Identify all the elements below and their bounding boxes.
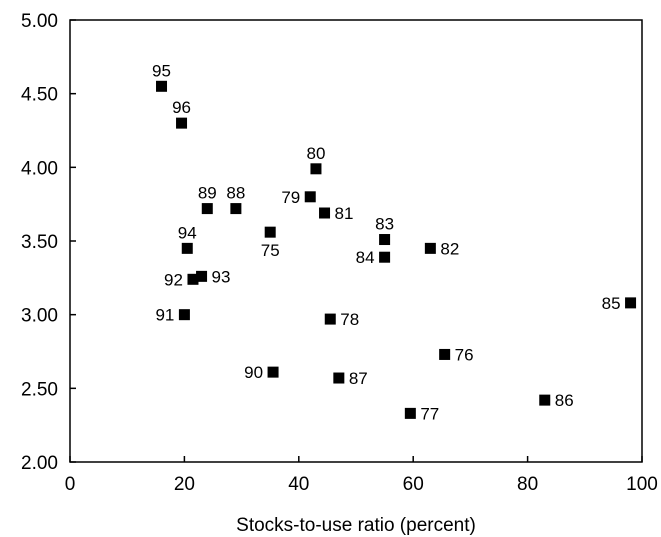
x-tick-label: 80 <box>517 474 538 495</box>
data-point-label-93: 93 <box>212 267 231 286</box>
data-point-89 <box>201 203 213 215</box>
data-point-label-91: 91 <box>155 306 174 325</box>
data-point-78 <box>324 313 336 325</box>
data-point-80 <box>310 163 322 175</box>
data-point-label-75: 75 <box>261 241 280 260</box>
data-point-label-78: 78 <box>340 310 359 329</box>
data-point-label-92: 92 <box>164 270 183 289</box>
data-point-label-81: 81 <box>335 204 354 223</box>
data-point-label-96: 96 <box>172 98 191 117</box>
data-point-label-82: 82 <box>440 239 459 258</box>
x-tick-label: 0 <box>65 474 76 495</box>
data-point-92 <box>187 273 199 285</box>
data-point-91 <box>178 309 190 321</box>
x-tick-label: 20 <box>174 474 195 495</box>
data-point-label-95: 95 <box>152 61 171 80</box>
data-point-96 <box>176 117 188 129</box>
data-point-label-76: 76 <box>455 345 474 364</box>
data-point-90 <box>267 366 279 378</box>
data-point-label-77: 77 <box>420 404 439 423</box>
data-point-label-89: 89 <box>198 184 217 203</box>
data-point-label-94: 94 <box>178 223 197 242</box>
data-point-label-80: 80 <box>306 144 325 163</box>
data-point-77 <box>404 407 416 419</box>
data-point-75 <box>264 226 276 238</box>
data-point-84 <box>379 251 391 263</box>
y-tick-label: 4.50 <box>21 85 58 106</box>
data-point-label-84: 84 <box>356 248 375 267</box>
data-point-86 <box>539 394 551 406</box>
data-points <box>156 80 637 419</box>
y-tick-label: 3.50 <box>21 232 58 253</box>
data-point-82 <box>424 242 436 254</box>
data-point-81 <box>319 207 331 219</box>
data-point-95 <box>156 80 168 92</box>
data-point-76 <box>439 348 451 360</box>
y-tick-label: 5.00 <box>21 11 58 32</box>
y-tick-label: 4.00 <box>21 158 58 179</box>
data-point-87 <box>333 372 345 384</box>
axis-tick-labels: 0 20 40 60 80 100 2.00 2.50 3.00 3.50 4.00 4.50 5.00 <box>21 11 658 495</box>
data-point-label-83: 83 <box>375 215 394 234</box>
data-point-85 <box>625 297 637 309</box>
x-tick-label: 60 <box>403 474 424 495</box>
data-point-label-90: 90 <box>244 363 263 382</box>
y-tick-label: 2.50 <box>21 379 58 400</box>
x-tick-label: 100 <box>626 474 658 495</box>
data-point-94 <box>181 242 193 254</box>
data-point-label-87: 87 <box>349 369 368 388</box>
y-tick-label: 2.00 <box>21 453 58 474</box>
data-point-label-79: 79 <box>281 188 300 207</box>
data-point-label-88: 88 <box>226 184 245 203</box>
data-point-79 <box>304 191 316 203</box>
x-axis-title: Stocks-to-use ratio (percent) <box>236 515 476 536</box>
x-tick-label: 40 <box>288 474 309 495</box>
data-point-label-86: 86 <box>555 391 574 410</box>
data-point-88 <box>230 203 242 215</box>
data-point-83 <box>379 234 391 246</box>
y-tick-label: 3.00 <box>21 306 58 327</box>
axis-ticks <box>69 19 643 463</box>
data-point-label-85: 85 <box>602 294 621 313</box>
data-point-93 <box>196 270 208 282</box>
